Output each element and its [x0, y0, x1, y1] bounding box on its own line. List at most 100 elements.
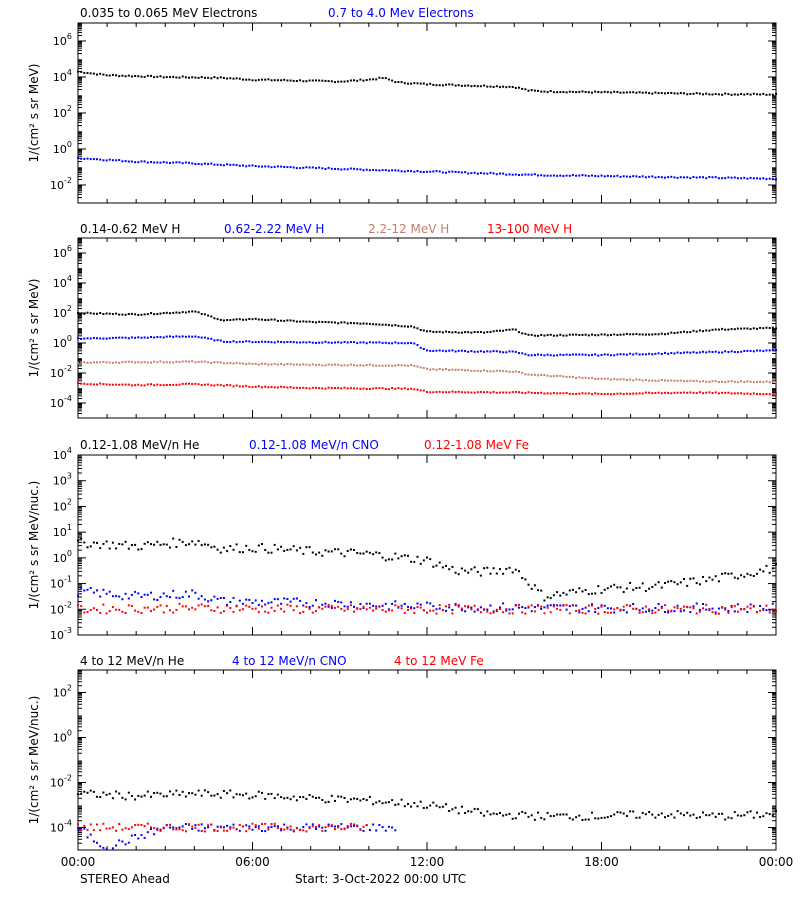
data-point — [603, 588, 606, 591]
data-point — [768, 177, 771, 180]
data-point — [375, 341, 378, 344]
data-point — [603, 377, 606, 380]
data-point — [286, 79, 289, 82]
data-point — [625, 611, 628, 614]
data-point — [381, 556, 384, 559]
data-point — [270, 551, 273, 554]
data-point — [638, 609, 641, 612]
data-point — [311, 825, 314, 828]
data-point — [648, 610, 651, 612]
data-point — [746, 327, 749, 330]
data-point — [280, 319, 283, 322]
data-point — [549, 375, 552, 378]
data-point — [118, 361, 121, 364]
data-point — [581, 611, 584, 614]
data-point — [292, 386, 295, 389]
data-point — [302, 796, 305, 799]
data-point — [749, 349, 752, 352]
data-point — [99, 382, 102, 385]
data-point — [111, 595, 114, 598]
data-point — [591, 393, 593, 396]
data-point — [264, 603, 267, 606]
data-point — [571, 375, 574, 378]
data-point — [400, 555, 403, 558]
data-point — [521, 391, 524, 394]
data-point — [356, 322, 359, 325]
data-point — [717, 328, 720, 331]
y-tick-label: 10-4 — [50, 394, 72, 410]
data-point — [768, 381, 771, 384]
data-point — [286, 166, 289, 169]
data-point — [286, 386, 289, 389]
data-point — [568, 612, 571, 615]
data-point — [289, 548, 292, 551]
data-point — [765, 812, 768, 815]
data-point — [210, 77, 213, 80]
data-point — [257, 341, 260, 344]
data-point — [353, 387, 355, 390]
data-point — [153, 384, 156, 387]
data-point — [422, 559, 425, 562]
data-point — [514, 568, 517, 571]
data-point — [356, 552, 359, 554]
data-point — [511, 173, 514, 176]
data-point — [562, 375, 565, 378]
data-point — [692, 577, 695, 580]
data-point — [540, 174, 543, 177]
data-point — [518, 86, 520, 89]
data-point — [286, 598, 289, 600]
data-point — [657, 391, 660, 394]
data-point — [153, 543, 156, 546]
data-point — [676, 176, 679, 179]
data-point — [203, 830, 206, 833]
data-point — [489, 85, 492, 88]
data-point — [702, 392, 704, 395]
data-point — [80, 827, 83, 830]
data-point — [479, 391, 482, 393]
data-point — [289, 798, 292, 801]
data-point — [191, 828, 194, 830]
data-point — [384, 364, 387, 367]
data-point — [254, 795, 257, 798]
data-point — [77, 793, 79, 796]
data-point — [280, 796, 283, 799]
data-point — [372, 168, 375, 171]
data-point — [343, 80, 346, 83]
data-point — [188, 310, 190, 313]
series-title: 4 to 12 MeV/n CNO — [232, 654, 347, 668]
y-tick-label: 100 — [53, 729, 72, 745]
data-point — [150, 161, 152, 163]
data-point — [505, 391, 508, 394]
data-point — [368, 795, 371, 798]
data-point — [451, 83, 454, 86]
data-point — [324, 602, 327, 605]
data-point — [654, 816, 657, 819]
data-point — [502, 391, 505, 394]
data-point — [597, 334, 600, 337]
data-point — [229, 362, 232, 365]
data-point — [315, 825, 317, 828]
data-point — [324, 826, 327, 829]
data-point — [267, 340, 270, 343]
data-point — [644, 379, 647, 381]
data-point — [188, 792, 190, 795]
data-point — [375, 169, 378, 172]
data-point — [276, 340, 279, 343]
data-point — [111, 159, 114, 162]
data-point — [632, 379, 635, 382]
data-point — [372, 78, 375, 81]
data-point — [99, 547, 102, 550]
data-point — [353, 167, 355, 170]
data-point — [565, 593, 568, 596]
data-point — [600, 91, 603, 94]
data-point — [673, 816, 676, 819]
data-point — [594, 608, 597, 611]
data-point — [587, 593, 590, 596]
data-point — [429, 82, 432, 85]
data-point — [527, 583, 530, 586]
data-point — [556, 174, 559, 177]
data-point — [276, 319, 279, 322]
data-point — [292, 545, 295, 548]
data-point — [479, 172, 482, 174]
data-point — [606, 353, 609, 356]
